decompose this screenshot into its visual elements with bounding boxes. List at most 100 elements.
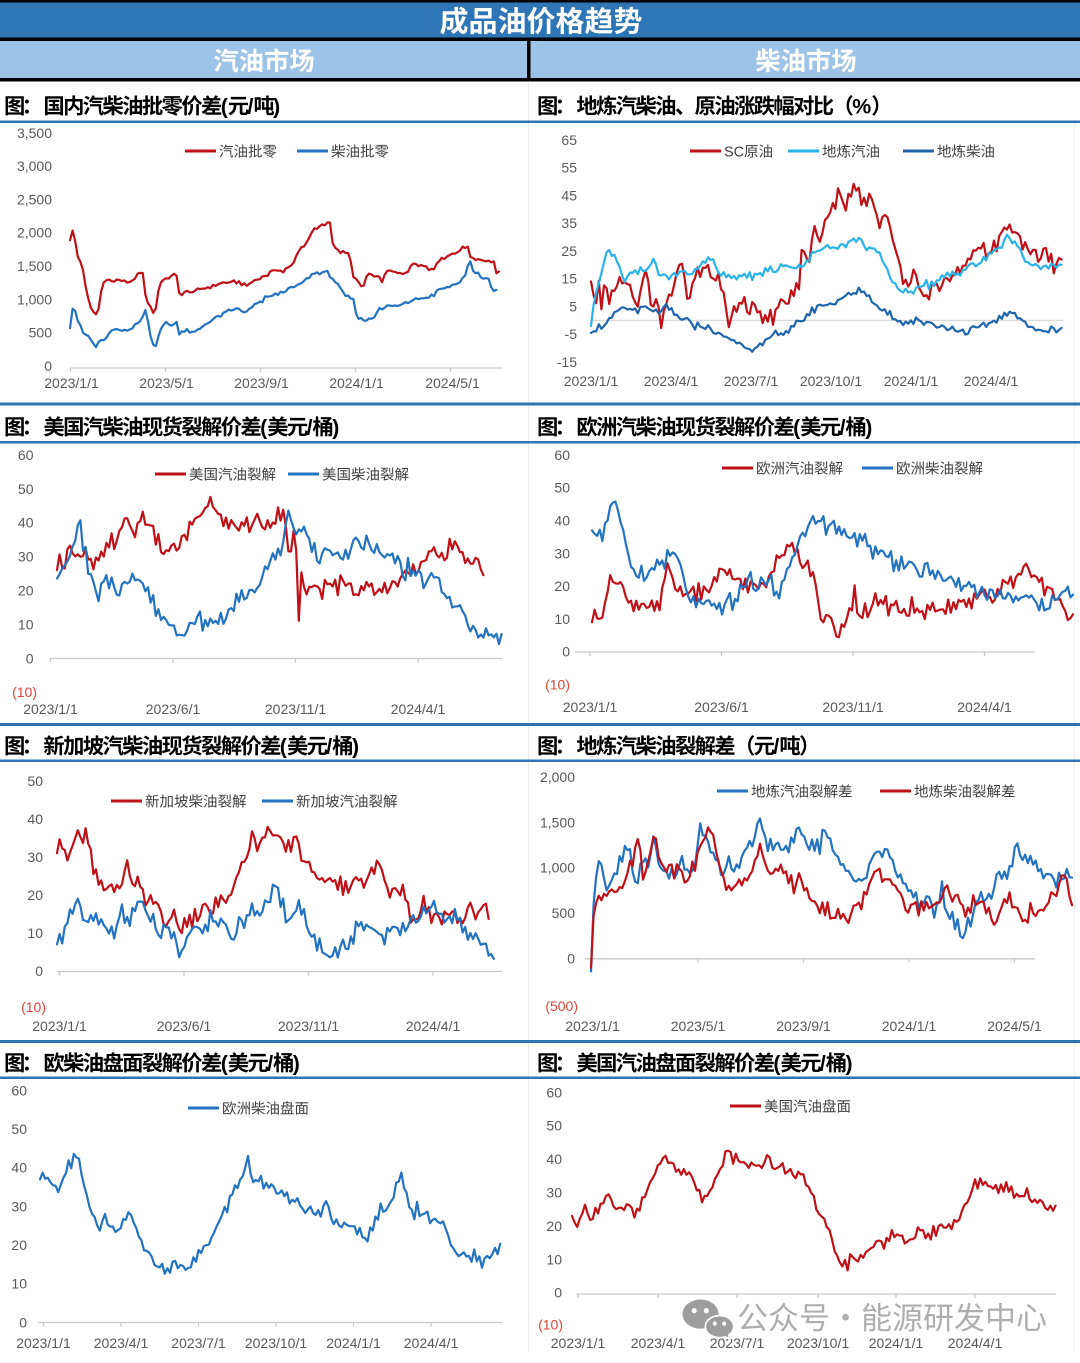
svg-text:30: 30 [18, 549, 34, 565]
svg-text:/: / [820, 1052, 826, 1076]
svg-text:60: 60 [546, 1084, 562, 1100]
svg-text:0: 0 [26, 650, 34, 666]
svg-text:10: 10 [18, 616, 34, 632]
svg-text:0: 0 [567, 951, 575, 967]
svg-text:40: 40 [546, 1151, 562, 1167]
svg-text:-15: -15 [557, 354, 577, 370]
svg-text:500: 500 [552, 905, 576, 921]
svg-text:2024/1/1: 2024/1/1 [329, 375, 384, 391]
svg-text:(: ( [280, 735, 288, 759]
svg-text:2024/4/1: 2024/4/1 [948, 1335, 1003, 1351]
svg-text:25: 25 [561, 243, 577, 259]
svg-text:2023/9/1: 2023/9/1 [776, 1018, 831, 1034]
svg-text:2024/4/1: 2024/4/1 [404, 1335, 459, 1351]
svg-text:(: ( [793, 416, 801, 440]
svg-text:(: ( [260, 416, 268, 440]
svg-text:10: 10 [27, 925, 43, 941]
svg-text:/: / [840, 416, 846, 440]
svg-text:0: 0 [35, 963, 43, 979]
svg-text:2,500: 2,500 [17, 191, 52, 207]
svg-text:2023/6/1: 2023/6/1 [157, 1018, 212, 1034]
svg-text:2023/1/1: 2023/1/1 [564, 373, 619, 389]
svg-text:2023/1/1: 2023/1/1 [551, 1335, 606, 1351]
svg-text:50: 50 [554, 480, 570, 496]
svg-text:2023/1/1: 2023/1/1 [44, 375, 99, 391]
svg-text:30: 30 [11, 1198, 27, 1214]
svg-text:40: 40 [27, 811, 43, 827]
svg-text:2023/1/1: 2023/1/1 [32, 1018, 87, 1034]
svg-text:45: 45 [561, 187, 577, 203]
svg-text:): ) [273, 95, 280, 119]
svg-text:30: 30 [27, 849, 43, 865]
svg-text:5: 5 [569, 298, 577, 314]
svg-text:20: 20 [27, 887, 43, 903]
svg-text:20: 20 [11, 1237, 27, 1253]
svg-text:/: / [307, 416, 313, 440]
svg-text:2024/1/1: 2024/1/1 [869, 1335, 924, 1351]
svg-text:): ) [293, 1052, 300, 1076]
svg-text:(500): (500) [545, 998, 578, 1014]
svg-text:2023/4/1: 2023/4/1 [94, 1335, 149, 1351]
svg-text:40: 40 [18, 515, 34, 531]
svg-text:15: 15 [561, 271, 577, 287]
svg-text:): ) [332, 416, 339, 440]
svg-text:0: 0 [562, 644, 570, 660]
svg-text:SC: SC [724, 145, 744, 161]
svg-text:2023/10/1: 2023/10/1 [787, 1335, 849, 1351]
svg-text:1,500: 1,500 [17, 258, 52, 274]
svg-text:10: 10 [546, 1251, 562, 1267]
svg-text:2023/9/1: 2023/9/1 [234, 375, 289, 391]
svg-text:2023/1/1: 2023/1/1 [16, 1335, 71, 1351]
svg-text:2024/1/1: 2024/1/1 [326, 1335, 381, 1351]
svg-text:55: 55 [561, 160, 577, 176]
svg-text:10: 10 [554, 611, 570, 627]
svg-text:2,000: 2,000 [17, 225, 52, 241]
svg-text:50: 50 [18, 481, 34, 497]
svg-text:2023/10/1: 2023/10/1 [800, 373, 862, 389]
svg-text:2024/5/1: 2024/5/1 [987, 1018, 1042, 1034]
svg-text:2024/1/1: 2024/1/1 [882, 1018, 937, 1034]
svg-text:2,000: 2,000 [540, 769, 575, 785]
svg-text:/: / [326, 735, 332, 759]
svg-text:2024/4/1: 2024/4/1 [406, 1018, 461, 1034]
svg-text:(: ( [221, 1052, 229, 1076]
svg-text:50: 50 [546, 1118, 562, 1134]
svg-text:2024/5/1: 2024/5/1 [425, 375, 480, 391]
svg-text:20: 20 [554, 578, 570, 594]
svg-text:30: 30 [546, 1185, 562, 1201]
svg-text:1,000: 1,000 [17, 291, 52, 307]
svg-text:2023/7/1: 2023/7/1 [710, 1335, 765, 1351]
svg-text:2023/7/1: 2023/7/1 [171, 1335, 226, 1351]
svg-text:20: 20 [546, 1218, 562, 1234]
svg-text:): ) [352, 735, 359, 759]
svg-text:3,000: 3,000 [17, 158, 52, 174]
svg-text:20: 20 [18, 583, 34, 599]
svg-text:50: 50 [11, 1121, 27, 1137]
svg-text:40: 40 [11, 1160, 27, 1176]
svg-text:65: 65 [561, 132, 577, 148]
svg-text:3,500: 3,500 [17, 125, 52, 141]
svg-text:30: 30 [554, 545, 570, 561]
svg-text:60: 60 [554, 447, 570, 463]
svg-text:2024/1/1: 2024/1/1 [884, 373, 939, 389]
svg-text:60: 60 [11, 1082, 27, 1098]
svg-text:(10): (10) [545, 677, 570, 693]
svg-text:2023/6/1: 2023/6/1 [146, 701, 201, 717]
svg-text:): ) [846, 1052, 853, 1076]
svg-text:2023/4/1: 2023/4/1 [631, 1335, 686, 1351]
svg-text:2024/4/1: 2024/4/1 [957, 699, 1012, 715]
svg-text:1,000: 1,000 [540, 860, 575, 876]
svg-text:2023/1/1: 2023/1/1 [563, 699, 618, 715]
svg-text:60: 60 [18, 447, 34, 463]
svg-text:50: 50 [27, 773, 43, 789]
svg-text:2023/5/1: 2023/5/1 [671, 1018, 726, 1034]
svg-text:2023/10/1: 2023/10/1 [245, 1335, 307, 1351]
svg-text:2023/7/1: 2023/7/1 [724, 373, 779, 389]
svg-text:0: 0 [554, 1285, 562, 1301]
svg-text:2023/11/1: 2023/11/1 [822, 699, 883, 715]
svg-text:2023/5/1: 2023/5/1 [139, 375, 194, 391]
svg-text:10: 10 [11, 1276, 27, 1292]
svg-text:0: 0 [44, 358, 52, 374]
svg-text:2024/4/1: 2024/4/1 [391, 701, 446, 717]
svg-text:(10): (10) [21, 999, 46, 1015]
